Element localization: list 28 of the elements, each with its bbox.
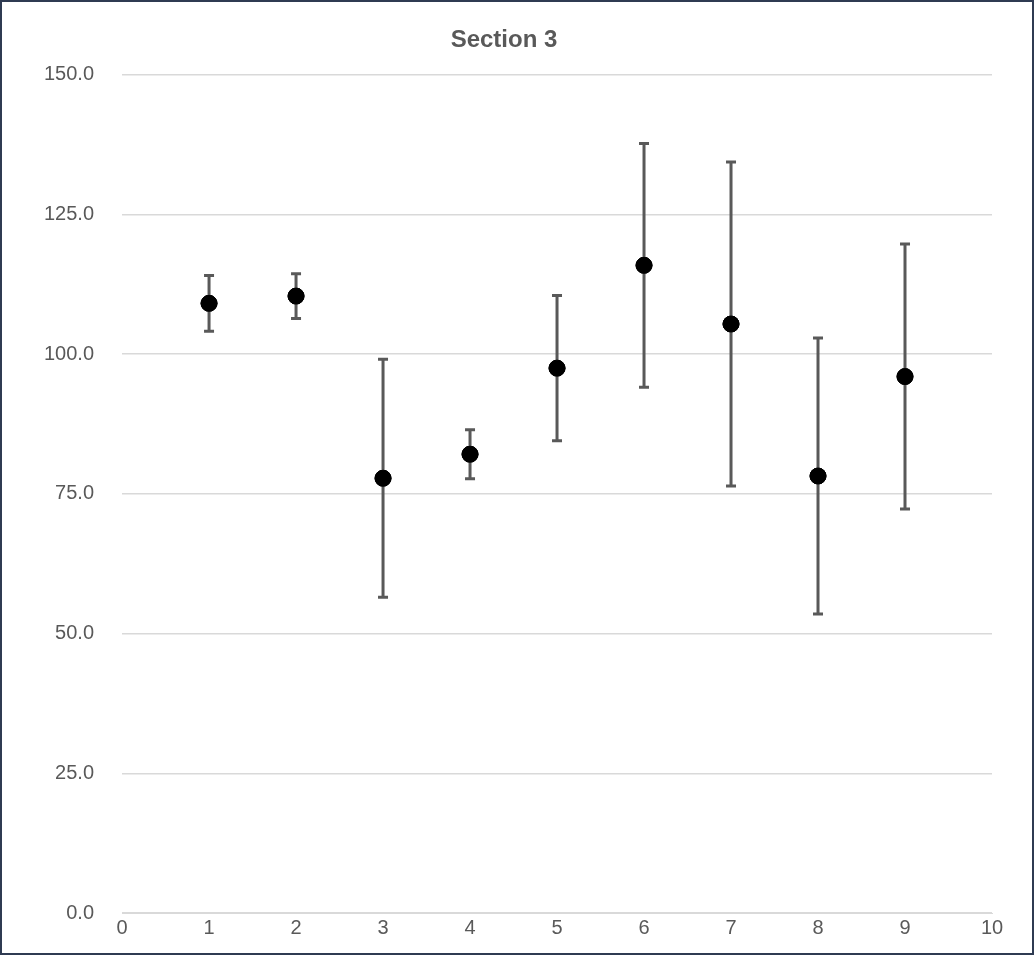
point	[635, 256, 653, 274]
x-tick-label: 9	[899, 915, 911, 938]
x-tick-label: 5	[551, 915, 563, 938]
y-tick-label: 25.0	[55, 760, 95, 783]
y-tick-label: 100.0	[43, 341, 95, 364]
point	[896, 368, 914, 386]
x-tick-label: 10	[980, 915, 1004, 938]
chart-title: Section 3	[450, 25, 558, 53]
x-tick-label: 3	[377, 915, 389, 938]
point	[722, 315, 740, 333]
point	[287, 287, 305, 305]
x-tick-label: 2	[290, 915, 302, 938]
x-tick-label: 4	[464, 915, 476, 938]
x-tick-label: 8	[812, 915, 824, 938]
y-tick-label: 0.0	[66, 900, 95, 923]
point	[200, 294, 218, 312]
x-tick-label: 7	[725, 915, 737, 938]
y-tick-label: 150.0	[43, 62, 95, 85]
point	[461, 445, 479, 463]
point	[809, 467, 827, 485]
point	[374, 469, 392, 487]
x-tick-label: 1	[203, 915, 215, 938]
point	[548, 359, 566, 377]
x-tick-label: 6	[638, 915, 650, 938]
x-tick-label: 0	[116, 915, 128, 938]
y-tick-label: 75.0	[55, 481, 95, 504]
y-tick-label: 50.0	[55, 621, 95, 644]
y-tick-label: 125.0	[43, 202, 95, 225]
